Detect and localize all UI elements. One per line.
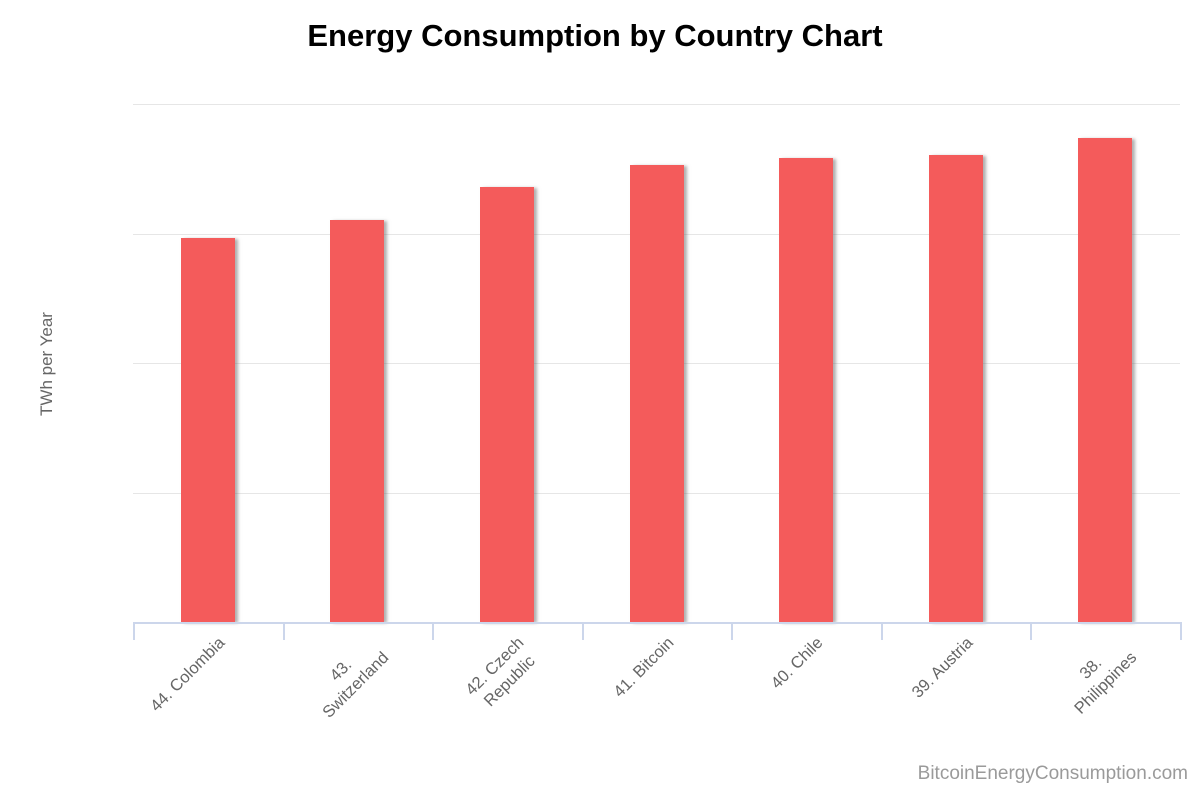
x-axis-tick xyxy=(283,622,285,640)
chart-bar[interactable] xyxy=(929,155,983,622)
x-axis-category-label: 38. Philippines xyxy=(1071,648,1141,718)
x-axis-tick xyxy=(1030,622,1032,640)
x-axis-tick xyxy=(881,622,883,640)
x-axis-category-label: 39. Austria xyxy=(908,633,977,702)
x-axis-tick xyxy=(133,622,135,640)
chart-bar[interactable] xyxy=(779,158,833,622)
x-axis-category-label: 43. Switzerland xyxy=(319,648,393,722)
chart-bar[interactable] xyxy=(630,165,684,622)
chart-title: Energy Consumption by Country Chart xyxy=(307,18,883,53)
y-axis-title: TWh per Year xyxy=(37,312,56,416)
x-axis-tick xyxy=(731,622,733,640)
x-axis-category-label: 40. Chile xyxy=(767,633,827,693)
chart-bar[interactable] xyxy=(181,238,235,622)
x-axis-line xyxy=(133,622,1182,624)
chart-bar[interactable] xyxy=(1078,138,1132,622)
chart-bar[interactable] xyxy=(480,187,534,622)
chart-bar[interactable] xyxy=(330,220,384,622)
credits-link[interactable]: BitcoinEnergyConsumption.com xyxy=(917,763,1188,784)
y-gridline xyxy=(133,104,1180,105)
x-axis-tick xyxy=(582,622,584,640)
x-axis-tick xyxy=(1180,622,1182,640)
x-axis-category-label: 41. Bitcoin xyxy=(610,633,678,701)
x-axis-category-label: 42. Czech Republic xyxy=(462,633,539,711)
x-axis-category-label: 44. Colombia xyxy=(146,633,229,716)
x-axis-tick xyxy=(432,622,434,640)
